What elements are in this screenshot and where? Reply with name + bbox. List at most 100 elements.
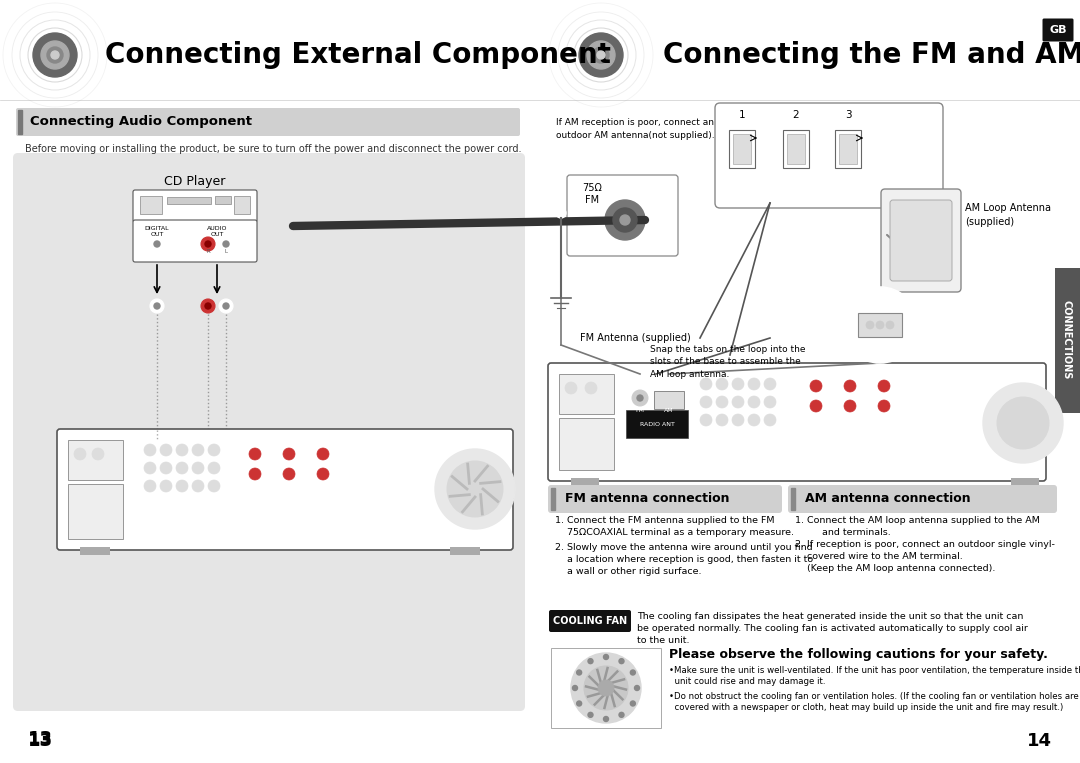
Circle shape bbox=[598, 680, 615, 696]
Circle shape bbox=[176, 480, 188, 492]
Circle shape bbox=[192, 462, 204, 474]
Circle shape bbox=[577, 670, 582, 675]
Circle shape bbox=[283, 468, 295, 480]
Circle shape bbox=[266, 448, 278, 460]
Bar bbox=[626, 410, 688, 438]
Text: Connecting External Component: Connecting External Component bbox=[105, 41, 611, 69]
Circle shape bbox=[764, 414, 777, 426]
Circle shape bbox=[635, 685, 639, 691]
FancyBboxPatch shape bbox=[16, 108, 519, 136]
Circle shape bbox=[154, 303, 160, 309]
Circle shape bbox=[51, 51, 59, 59]
Text: 3: 3 bbox=[845, 110, 851, 120]
Circle shape bbox=[160, 462, 172, 474]
Circle shape bbox=[700, 378, 712, 390]
Text: FM Antenna (supplied): FM Antenna (supplied) bbox=[580, 333, 691, 343]
Text: Snap the tabs on the loop into the
slots of the base to assemble the
AM loop ant: Snap the tabs on the loop into the slots… bbox=[650, 345, 806, 379]
Circle shape bbox=[160, 480, 172, 492]
Bar bbox=[858, 313, 902, 337]
Circle shape bbox=[827, 380, 839, 392]
Text: 75Ω: 75Ω bbox=[582, 183, 602, 193]
Bar bbox=[733, 134, 751, 164]
Circle shape bbox=[983, 383, 1063, 463]
Circle shape bbox=[318, 448, 329, 460]
Circle shape bbox=[700, 396, 712, 408]
Bar bbox=[729, 130, 755, 168]
Text: RADIO ANT: RADIO ANT bbox=[639, 421, 674, 427]
Circle shape bbox=[810, 380, 822, 392]
Circle shape bbox=[843, 380, 856, 392]
Circle shape bbox=[764, 378, 777, 390]
Circle shape bbox=[565, 382, 577, 394]
Text: FM: FM bbox=[585, 195, 599, 205]
Circle shape bbox=[895, 380, 907, 392]
Circle shape bbox=[604, 655, 608, 659]
Circle shape bbox=[619, 713, 624, 717]
Text: FM: FM bbox=[635, 407, 645, 413]
Text: •Make sure the unit is well-ventilated. If the unit has poor ventilation, the te: •Make sure the unit is well-ventilated. … bbox=[669, 666, 1080, 687]
Circle shape bbox=[154, 241, 160, 247]
Circle shape bbox=[150, 299, 164, 313]
Circle shape bbox=[861, 380, 873, 392]
Circle shape bbox=[447, 461, 503, 517]
Text: Please observe the following cautions for your safety.: Please observe the following cautions fo… bbox=[669, 648, 1048, 661]
FancyBboxPatch shape bbox=[567, 175, 678, 256]
Circle shape bbox=[144, 444, 156, 456]
Circle shape bbox=[878, 380, 890, 392]
FancyBboxPatch shape bbox=[890, 200, 951, 281]
Bar bbox=[68, 440, 123, 480]
Text: DIGITAL
OUT: DIGITAL OUT bbox=[145, 226, 170, 237]
Circle shape bbox=[588, 41, 615, 69]
Circle shape bbox=[435, 449, 515, 529]
Circle shape bbox=[208, 444, 220, 456]
Circle shape bbox=[572, 685, 578, 691]
Bar bbox=[234, 196, 249, 214]
Bar bbox=[1055, 268, 1080, 413]
Text: •Do not obstruct the cooling fan or ventilation holes. (If the cooling fan or ve: •Do not obstruct the cooling fan or vent… bbox=[669, 692, 1079, 713]
Circle shape bbox=[716, 414, 728, 426]
Circle shape bbox=[208, 480, 220, 492]
Circle shape bbox=[732, 396, 744, 408]
Text: 13: 13 bbox=[28, 732, 53, 750]
Circle shape bbox=[584, 666, 627, 710]
Circle shape bbox=[192, 444, 204, 456]
Circle shape bbox=[588, 658, 593, 664]
FancyBboxPatch shape bbox=[881, 189, 961, 292]
Bar bbox=[80, 547, 110, 555]
Circle shape bbox=[222, 303, 229, 309]
Text: AM Loop Antenna
(supplied): AM Loop Antenna (supplied) bbox=[966, 203, 1051, 227]
Circle shape bbox=[810, 400, 822, 412]
Circle shape bbox=[861, 400, 873, 412]
Bar bbox=[140, 196, 162, 214]
Circle shape bbox=[579, 33, 623, 77]
Circle shape bbox=[192, 480, 204, 492]
Circle shape bbox=[997, 397, 1049, 449]
Text: 2. Slowly move the antenna wire around until you find
    a location where recep: 2. Slowly move the antenna wire around u… bbox=[555, 543, 813, 576]
Text: COOLING FAN: COOLING FAN bbox=[553, 616, 627, 626]
Circle shape bbox=[588, 713, 593, 717]
Circle shape bbox=[160, 444, 172, 456]
Circle shape bbox=[75, 448, 86, 460]
Bar bbox=[215, 196, 231, 204]
Bar bbox=[559, 374, 615, 414]
Bar bbox=[551, 488, 555, 510]
Circle shape bbox=[334, 448, 346, 460]
Circle shape bbox=[866, 321, 874, 329]
Circle shape bbox=[619, 658, 624, 664]
Circle shape bbox=[176, 462, 188, 474]
Circle shape bbox=[637, 395, 643, 401]
FancyBboxPatch shape bbox=[133, 220, 257, 262]
Text: If AM reception is poor, connect an
outdoor AM antenna(not supplied).: If AM reception is poor, connect an outd… bbox=[556, 118, 715, 140]
Text: CONNECTIONS: CONNECTIONS bbox=[1062, 301, 1072, 380]
Text: 1: 1 bbox=[739, 110, 745, 120]
Circle shape bbox=[219, 237, 233, 251]
Text: Connecting Audio Component: Connecting Audio Component bbox=[30, 115, 252, 128]
Circle shape bbox=[764, 396, 777, 408]
Text: 2. If reception is poor, connect an outdoor single vinyl-
    covered wire to th: 2. If reception is poor, connect an outd… bbox=[795, 540, 1055, 573]
Circle shape bbox=[748, 378, 760, 390]
Circle shape bbox=[334, 468, 346, 480]
Bar bbox=[450, 547, 480, 555]
Circle shape bbox=[632, 390, 648, 406]
FancyBboxPatch shape bbox=[13, 153, 525, 711]
Text: 13: 13 bbox=[28, 730, 53, 748]
